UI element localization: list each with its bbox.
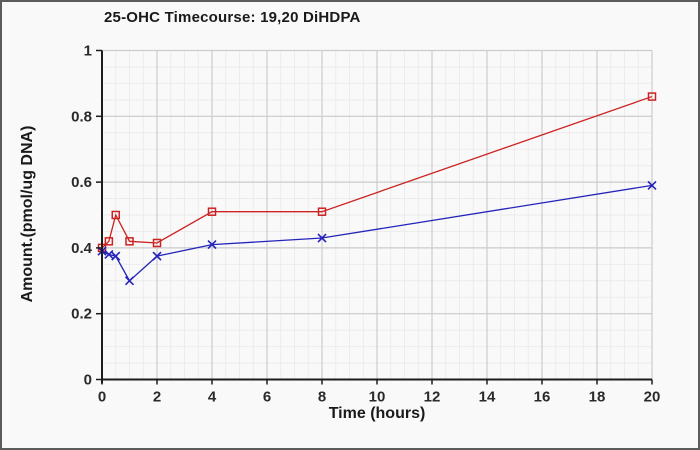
red-squares-series-line <box>101 95 653 249</box>
tick-labels: 0 2 4 6 8 10 12 14 16 18 20 0 0.2 0.4 0.6 0.8 1 <box>71 43 660 406</box>
square-marker <box>125 237 134 246</box>
x-marker <box>647 180 657 190</box>
x-tick-label: 14 <box>479 389 496 406</box>
x-axis-label: Time (hours) <box>328 405 426 422</box>
x-tick-label: 10 <box>369 389 386 406</box>
x-tick-label: 6 <box>263 389 271 406</box>
y-tick-label: 0.8 <box>71 108 92 125</box>
x-tick-label: 4 <box>208 389 217 406</box>
chart-title: 25-OHC Timecourse: 19,20 DiHDPA <box>104 9 361 26</box>
square-marker <box>111 210 120 220</box>
x-marker <box>317 233 327 243</box>
x-tick-label: 8 <box>318 389 326 406</box>
x-marker <box>152 251 162 261</box>
x-tick-label: 18 <box>589 389 606 406</box>
x-tick-label: 12 <box>424 389 441 406</box>
y-tick-label: 1 <box>84 43 92 60</box>
x-tick-label: 16 <box>534 389 551 406</box>
square-marker <box>207 207 217 216</box>
square-marker <box>317 207 327 216</box>
x-marker <box>104 249 114 260</box>
x-tick-label: 0 <box>98 389 106 406</box>
x-marker <box>111 251 121 261</box>
y-tick-label: 0 <box>84 372 92 389</box>
y-tick-label: 0.6 <box>71 174 92 191</box>
x-marker <box>207 240 217 250</box>
y-tick-label: 0.2 <box>71 306 92 323</box>
square-marker <box>152 238 162 248</box>
y-axis-label: Amount.(pmol/ug DNA) <box>19 125 36 303</box>
y-tick-label: 0.4 <box>71 240 93 257</box>
x-tick-label: 20 <box>644 389 661 406</box>
square-marker <box>104 237 114 246</box>
square-marker <box>647 92 657 101</box>
x-tick-label: 2 <box>153 389 161 406</box>
x-marker <box>124 276 135 286</box>
